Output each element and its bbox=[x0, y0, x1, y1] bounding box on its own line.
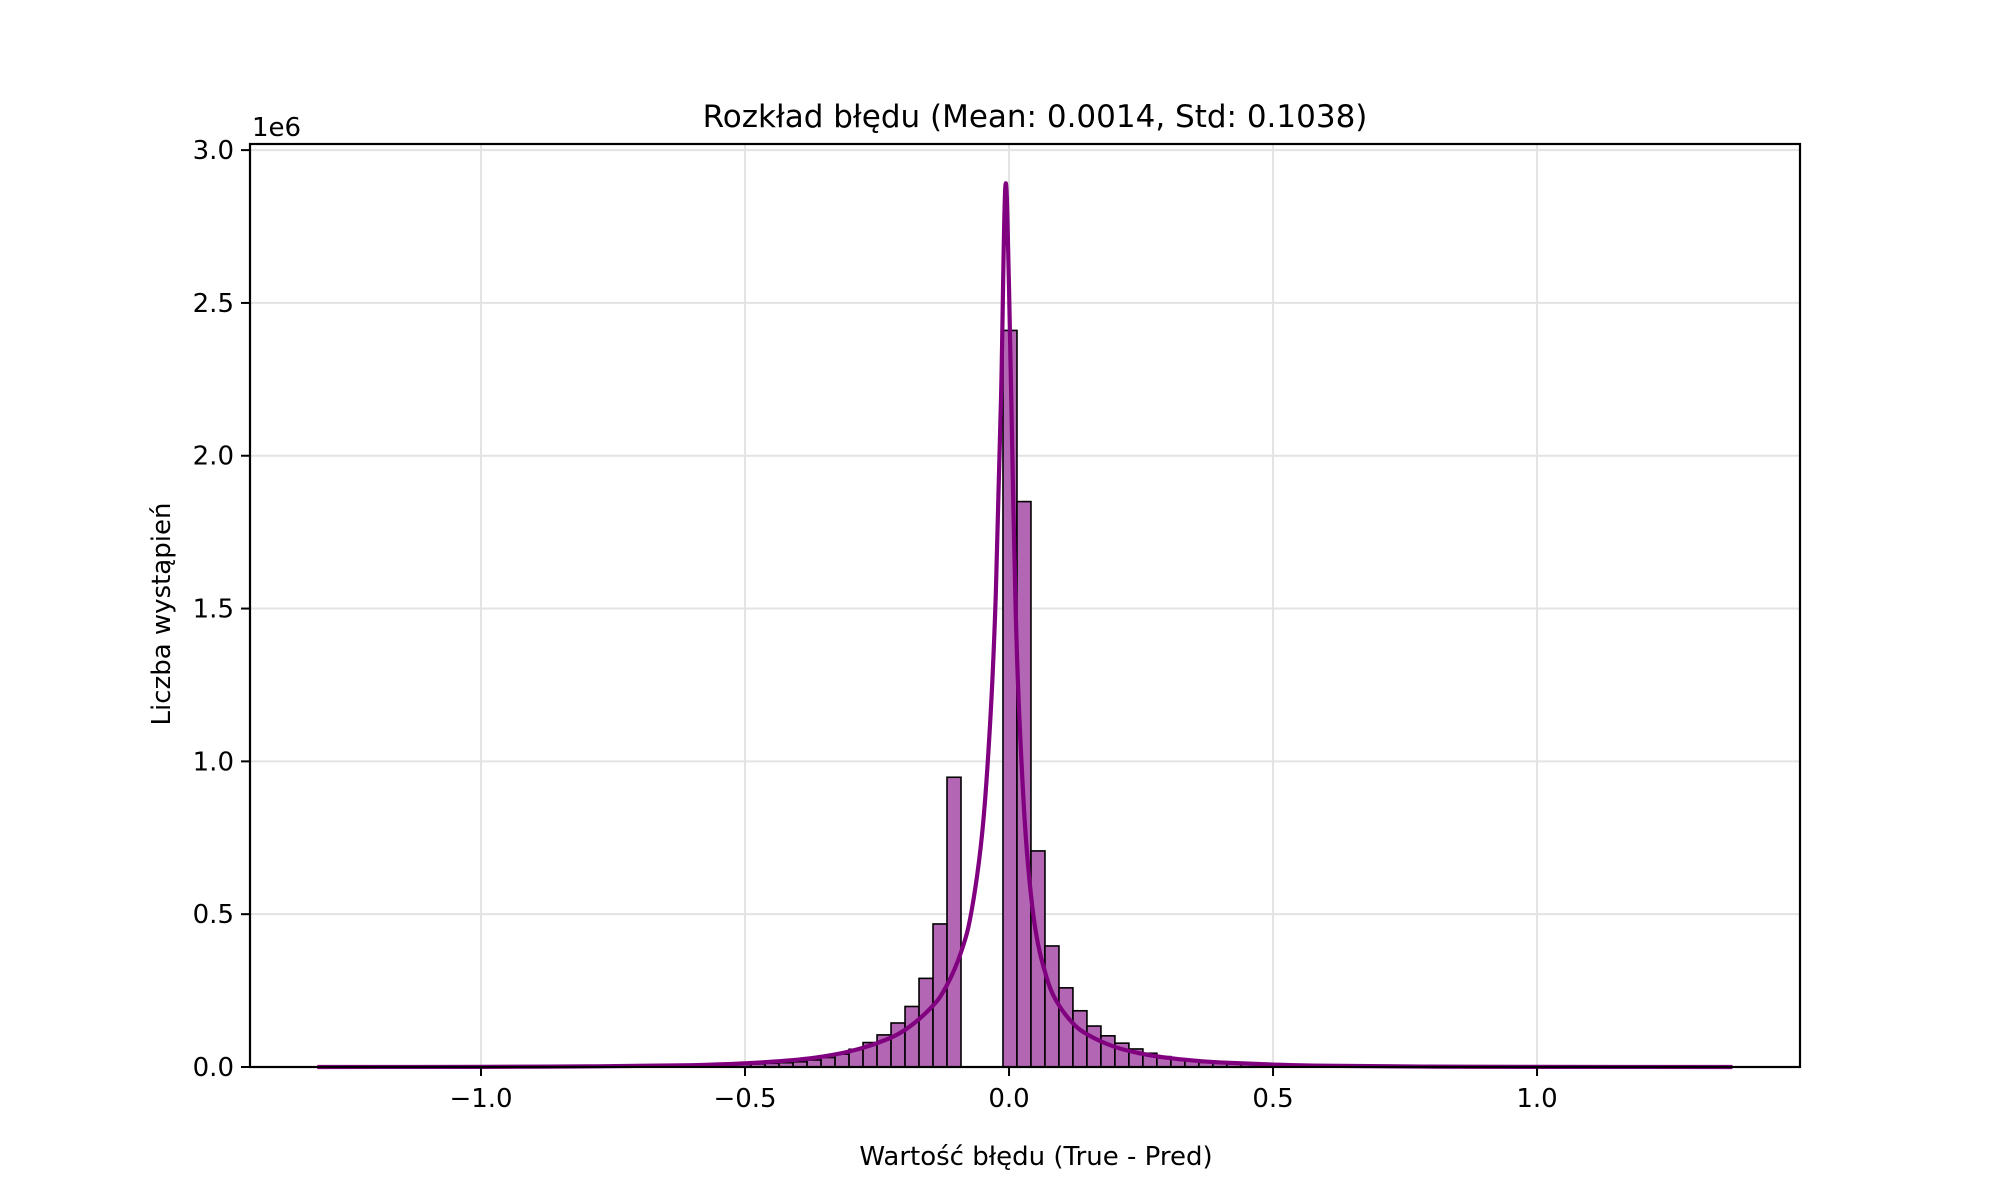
y-tick-label: 1.0 bbox=[193, 747, 234, 777]
y-axis-ticks: 0.0 0.5 1.0 1.5 2.0 2.5 3.0 bbox=[193, 136, 250, 1083]
x-tick-label: 0.5 bbox=[1252, 1084, 1293, 1114]
kde-curve bbox=[317, 181, 1733, 1070]
y-tick-label: 0.5 bbox=[193, 900, 234, 930]
x-axis-ticks: −1.0 −0.5 0.0 0.5 1.0 bbox=[449, 1067, 1558, 1114]
y-axis-label: Liczba wystąpień bbox=[147, 503, 177, 726]
y-tick-label: 1.5 bbox=[193, 595, 234, 625]
x-tick-label: −1.0 bbox=[449, 1084, 512, 1114]
chart-title: Rozkład błędu (Mean: 0.0014, Std: 0.1038… bbox=[703, 99, 1368, 135]
y-tick-label: 0.0 bbox=[193, 1053, 234, 1083]
x-tick-label: 0.0 bbox=[988, 1084, 1029, 1114]
histogram-bar bbox=[820, 1056, 836, 1068]
y-tick-label: 2.5 bbox=[193, 289, 234, 319]
y-tick-label: 2.0 bbox=[193, 442, 234, 472]
histogram-bar bbox=[1086, 1025, 1102, 1068]
y-tick-label: 3.0 bbox=[193, 136, 234, 166]
histogram-bar bbox=[1058, 987, 1074, 1068]
histogram-bar bbox=[1072, 1009, 1088, 1068]
y-offset-label: 1e6 bbox=[252, 113, 301, 143]
x-tick-label: 1.0 bbox=[1516, 1084, 1557, 1114]
histogram-bar bbox=[918, 977, 934, 1068]
histogram-bar bbox=[904, 1005, 920, 1068]
histogram-bar bbox=[946, 776, 962, 1068]
x-tick-label: −0.5 bbox=[713, 1084, 776, 1114]
axes-frame bbox=[248, 142, 1802, 1069]
x-axis-label: Wartość błędu (True - Pred) bbox=[859, 1142, 1212, 1172]
histogram-bar bbox=[1044, 945, 1060, 1068]
histogram-bar bbox=[1002, 329, 1018, 1068]
